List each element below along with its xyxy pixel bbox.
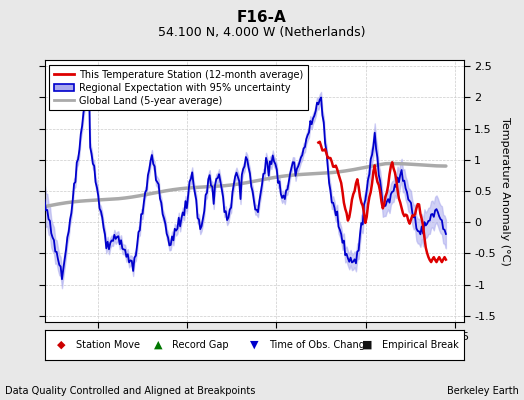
Text: ▼: ▼: [250, 340, 258, 350]
Text: Berkeley Earth: Berkeley Earth: [447, 386, 519, 396]
Text: Time of Obs. Change: Time of Obs. Change: [269, 340, 370, 350]
Legend: This Temperature Station (12-month average), Regional Expectation with 95% uncer: This Temperature Station (12-month avera…: [49, 65, 308, 110]
Text: Record Gap: Record Gap: [172, 340, 229, 350]
Text: Station Move: Station Move: [76, 340, 140, 350]
Y-axis label: Temperature Anomaly (°C): Temperature Anomaly (°C): [500, 117, 510, 265]
Text: ◆: ◆: [57, 340, 66, 350]
Text: ■: ■: [362, 340, 373, 350]
Text: F16-A: F16-A: [237, 10, 287, 25]
Text: 54.100 N, 4.000 W (Netherlands): 54.100 N, 4.000 W (Netherlands): [158, 26, 366, 39]
Text: ▲: ▲: [154, 340, 162, 350]
Text: Empirical Break: Empirical Break: [382, 340, 458, 350]
Text: Data Quality Controlled and Aligned at Breakpoints: Data Quality Controlled and Aligned at B…: [5, 386, 256, 396]
